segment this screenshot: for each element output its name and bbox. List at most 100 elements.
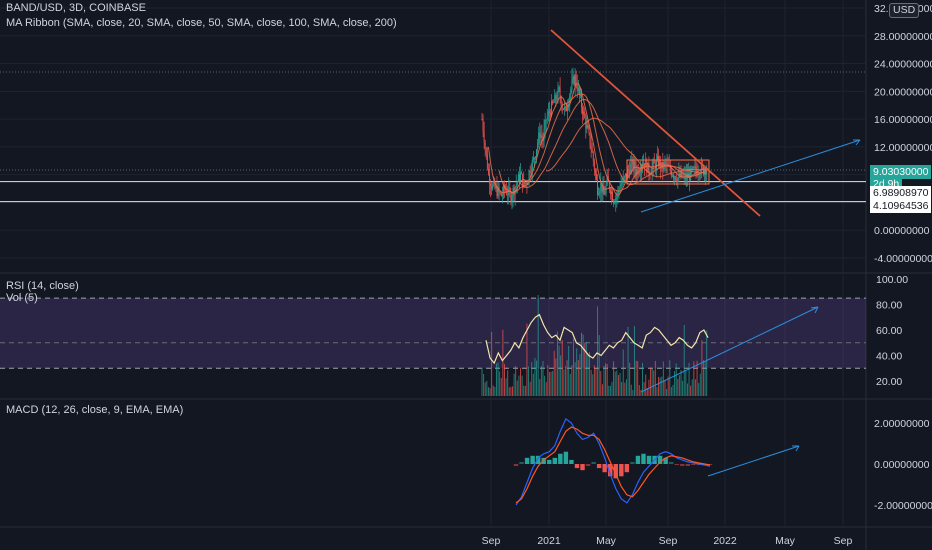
volume-bar (685, 370, 687, 396)
candle-body (537, 143, 539, 150)
volume-bar (494, 386, 496, 396)
macd-histogram-bar (624, 464, 630, 473)
volume-bar (540, 366, 542, 396)
macd-histogram-bar (524, 457, 530, 464)
volume-bar (699, 373, 701, 396)
volume-bar (564, 366, 566, 396)
volume-bar (640, 389, 642, 396)
candle-body (547, 111, 549, 117)
volume-bar (542, 361, 544, 396)
candle-body (598, 193, 600, 195)
volume-bar (690, 385, 692, 396)
candle-body (493, 181, 495, 185)
candle-body (570, 89, 572, 96)
candle-body (589, 132, 591, 146)
candle-body (627, 169, 628, 178)
macd-pane[interactable] (513, 417, 800, 506)
candle-body (604, 193, 606, 195)
volume-bar (558, 345, 560, 396)
candle-body (574, 74, 576, 85)
candle-body (543, 129, 545, 141)
candle-body (567, 107, 569, 111)
candle-body (693, 167, 695, 168)
volume-bar (568, 345, 570, 396)
volume-bar (492, 385, 494, 396)
volume-bar (537, 294, 539, 396)
macd-histogram-bar (547, 459, 552, 464)
volume-bar (638, 385, 640, 396)
price-axis-tick: 16.00000000 (874, 114, 932, 126)
candle-body (516, 181, 518, 185)
candle-body (494, 181, 496, 188)
macd-histogram-bar (691, 464, 696, 466)
volume-bar (507, 370, 509, 396)
macd-histogram-bar (630, 461, 635, 464)
candle-body (538, 132, 540, 144)
candle-body (626, 173, 627, 178)
candle-body (677, 178, 679, 183)
rsi-axis-tick: 80.00 (876, 300, 902, 312)
candle-body (636, 168, 638, 176)
candle-body (505, 188, 506, 191)
signal-line (515, 426, 711, 504)
volume-bar (569, 374, 571, 396)
macd-axis-tick: 0.00000000 (874, 459, 930, 471)
time-axis-tick: Sep (482, 535, 501, 547)
candle-body (524, 180, 526, 185)
candle-body (675, 176, 677, 180)
rsi-pane[interactable] (0, 294, 866, 396)
volume-bar (670, 387, 672, 396)
candle-body (561, 105, 563, 109)
candle-body (562, 108, 564, 110)
candle-body (591, 148, 593, 153)
volume-legend: Vol (5) (6, 292, 38, 304)
candle-body (523, 180, 525, 187)
candle-body (629, 170, 631, 174)
candle-body (535, 156, 536, 158)
price-pane[interactable] (0, 29, 866, 217)
rsi-axis-tick: 60.00 (876, 325, 902, 337)
candle-body (545, 119, 547, 121)
volume-bar (499, 371, 501, 396)
volume-bar (597, 306, 599, 396)
candle-body (653, 160, 655, 164)
candle-body (623, 176, 625, 179)
candle-body (552, 101, 554, 104)
volume-bar (550, 371, 552, 396)
candle-body (657, 156, 658, 160)
candle-body (583, 111, 585, 115)
candle-body (651, 166, 653, 174)
candle-body (587, 125, 589, 129)
volume-bar (621, 382, 623, 396)
candle-body (541, 135, 543, 139)
candle-body (522, 174, 524, 187)
candle-body (665, 161, 667, 165)
macd-histogram-bar (680, 464, 685, 467)
candle-body (633, 161, 635, 168)
candle-body (578, 87, 580, 95)
macd-histogram-bar (569, 459, 574, 464)
candle-body (569, 95, 571, 105)
time-axis-tick: 2021 (537, 535, 561, 547)
candle-body (600, 182, 602, 192)
volume-bar (646, 387, 648, 396)
candle-body (618, 188, 620, 190)
volume-bar (481, 368, 483, 396)
volume-bar (698, 383, 700, 396)
rsi-axis-tick: 100.00 (876, 274, 908, 286)
candle-body (697, 174, 699, 176)
candle-body (554, 94, 556, 103)
volume-bar (630, 384, 632, 396)
volume-bar (659, 377, 661, 396)
time-axis-tick: May (596, 535, 617, 547)
volume-bar (643, 382, 645, 396)
symbol-legend: BAND/USD, 3D, COINBASE (6, 2, 146, 14)
candle-body (490, 183, 492, 187)
volume-bar (572, 338, 574, 396)
candle-body (515, 184, 517, 187)
candle-body (663, 162, 665, 169)
candle-body (619, 188, 621, 189)
currency-badge[interactable]: USD (889, 3, 920, 18)
macd-histogram-bar (541, 457, 546, 464)
